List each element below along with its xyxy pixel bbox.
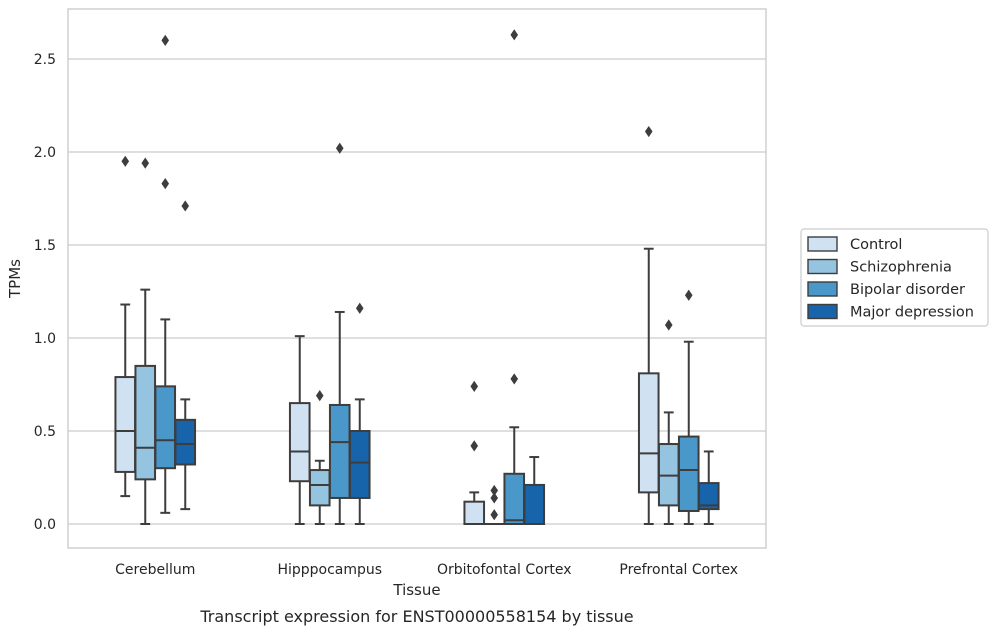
box-iqr (637, 372, 660, 494)
outlier-point (161, 178, 170, 190)
y-tick-label: 0.5 (34, 424, 56, 440)
legend-label: Bipolar disorder (850, 282, 965, 298)
outlier-point (490, 492, 499, 504)
box-bipolar-disorder (154, 34, 177, 514)
outlier-point (355, 302, 364, 314)
box-major-depression (523, 456, 546, 526)
outlier-point (315, 390, 324, 402)
plot-area (114, 29, 720, 526)
legend-item: Schizophrenia (807, 258, 952, 276)
legend-item: Control (807, 236, 902, 253)
legend-label: Control (850, 237, 902, 253)
box-iqr (134, 364, 157, 481)
box-iqr (308, 469, 331, 507)
outlier-point (470, 380, 479, 392)
legend-label: Schizophrenia (850, 260, 952, 276)
y-tick-label: 1.0 (34, 331, 56, 347)
y-tick-label: 2.0 (34, 145, 56, 161)
legend-swatch (807, 236, 838, 252)
legend-item: Major depression (807, 303, 974, 321)
box-control (637, 125, 660, 525)
outlier-point (470, 440, 479, 452)
y-tick-label: 1.5 (34, 238, 56, 254)
box-schizophrenia (483, 484, 506, 526)
legend: Control Schizophrenia Bipolar disorder Majo… (800, 228, 989, 327)
box-schizophrenia (657, 319, 680, 525)
y-tick-label: 2.5 (34, 52, 56, 68)
y-axis-label: TPMs (6, 259, 24, 299)
box-schizophrenia (308, 390, 331, 525)
box-iqr (523, 483, 546, 526)
box-iqr (114, 376, 137, 473)
box-bipolar-disorder (677, 289, 700, 525)
x-tick-labels: Cerebellum Hipppocampus Orbitofontal Corte… (115, 562, 738, 578)
x-tick-label: Hipppocampus (277, 562, 382, 578)
chart-caption: Transcript expression for ENST0000055815… (199, 607, 633, 626)
box-iqr (288, 402, 311, 483)
box-iqr (174, 418, 197, 466)
box-bipolar-disorder (503, 29, 526, 525)
box-schizophrenia (134, 157, 157, 525)
outlier-point (181, 200, 190, 212)
outlier-point (664, 319, 673, 331)
y-tick-labels: 0.0 0.5 1.0 1.5 2.0 2.5 (34, 52, 56, 533)
box-control (114, 155, 137, 498)
outlier-point (510, 29, 519, 41)
x-tick-label: Cerebellum (115, 562, 195, 578)
legend-item: Bipolar disorder (807, 281, 965, 298)
legend-label: Major depression (850, 305, 974, 321)
outlier-point (335, 142, 344, 154)
x-tick-label: Orbitofontal Cortex (437, 562, 572, 578)
box-control (288, 335, 311, 525)
legend-swatch (807, 281, 838, 297)
box-iqr (348, 430, 371, 499)
x-tick-label: Prefrontal Cortex (619, 562, 738, 578)
box-major-depression (174, 200, 197, 511)
legend-swatch (807, 258, 838, 275)
box-control (463, 380, 486, 525)
plot-frame (67, 8, 767, 549)
box-iqr (463, 500, 486, 525)
outlier-point (490, 509, 499, 521)
box-bipolar-disorder (328, 142, 351, 525)
outlier-point (141, 157, 150, 169)
outlier-point (684, 289, 693, 301)
box-iqr (154, 385, 177, 470)
box-iqr (697, 482, 720, 511)
box-major-depression (348, 302, 371, 525)
outlier-point (644, 125, 653, 138)
outlier-point (161, 34, 170, 46)
box-major-depression (697, 450, 720, 525)
y-tick-label: 0.0 (34, 517, 56, 533)
outlier-point (121, 155, 130, 167)
legend-swatch (807, 303, 838, 320)
outlier-point (490, 484, 499, 497)
legend-frame (800, 228, 989, 327)
box-iqr (677, 435, 700, 512)
x-axis-label: Tissue (392, 581, 440, 599)
box-iqr (328, 403, 351, 499)
box-iqr (503, 472, 526, 525)
outlier-point (510, 373, 519, 385)
